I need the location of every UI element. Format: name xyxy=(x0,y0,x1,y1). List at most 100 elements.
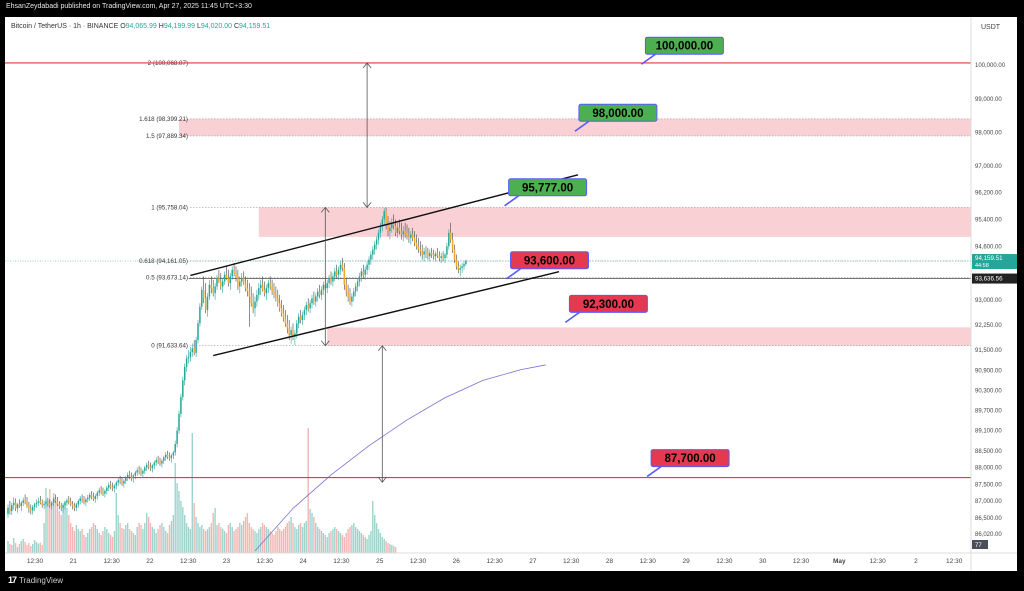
candle-body xyxy=(7,507,9,514)
volume-bar xyxy=(351,525,353,553)
candle-body xyxy=(183,366,186,381)
volume-bar xyxy=(366,539,368,553)
candle-body xyxy=(463,264,465,267)
volume-bar xyxy=(324,535,326,553)
volume-bar xyxy=(303,523,306,553)
candle-body xyxy=(263,289,266,294)
candle-body xyxy=(273,291,275,295)
candle-body xyxy=(280,308,283,314)
candle-body xyxy=(201,289,203,307)
volume-bar xyxy=(28,543,30,553)
candle-body xyxy=(155,460,157,463)
candle-body xyxy=(50,502,53,506)
candle-body xyxy=(151,465,154,469)
candle-body xyxy=(322,284,325,290)
candle-body xyxy=(438,255,441,258)
candle-body xyxy=(77,501,80,505)
candle-body xyxy=(394,226,397,233)
volume-bar xyxy=(180,501,182,553)
candle-body xyxy=(221,281,224,287)
price-axis-tick: 100,000.00 xyxy=(975,63,1006,69)
candle-body xyxy=(202,289,205,299)
price-chart[interactable]: 2 (100,068.07)1.618 (98,399.21)1.5 (97,8… xyxy=(5,17,1017,571)
candle-body xyxy=(113,485,116,489)
resistance-zone xyxy=(258,207,971,237)
volume-bar xyxy=(35,542,38,553)
volume-bar xyxy=(254,531,256,553)
volume-bar xyxy=(30,546,32,553)
candle-body xyxy=(345,284,347,292)
candle-body xyxy=(461,266,463,269)
volume-bar xyxy=(322,533,325,553)
candle-body xyxy=(98,490,100,493)
candle-body xyxy=(164,454,167,458)
published-note: EhsanZeydabadi published on TradingView.… xyxy=(6,3,252,10)
volume-bar xyxy=(20,541,22,553)
candle-body xyxy=(250,296,252,304)
volume-bar xyxy=(81,529,83,553)
candle-body xyxy=(90,495,93,498)
volume-bar xyxy=(250,527,252,553)
price-callout-box[interactable] xyxy=(578,103,658,122)
volume-bar xyxy=(204,531,207,553)
time-axis-tick: 24 xyxy=(299,558,307,565)
volume-bar xyxy=(394,547,397,553)
candle-body xyxy=(210,284,213,289)
candle-body xyxy=(404,231,406,233)
volume-bar xyxy=(121,528,123,553)
time-axis-tick: 22 xyxy=(146,558,154,565)
volume-bar xyxy=(37,543,40,553)
volume-bar xyxy=(47,501,49,553)
candle-body xyxy=(396,227,399,233)
resistance-zone xyxy=(179,118,971,136)
volume-bar xyxy=(260,527,262,553)
candle-body xyxy=(47,501,49,504)
price-callout-box[interactable] xyxy=(508,178,588,197)
channel-lower-line[interactable] xyxy=(213,271,560,357)
candle-body xyxy=(347,291,349,297)
volume-bar xyxy=(252,529,254,553)
candle-body xyxy=(400,231,403,235)
candle-body xyxy=(385,211,387,225)
candle-body xyxy=(387,224,389,232)
volume-bar xyxy=(90,527,93,553)
volume-bar xyxy=(144,523,146,553)
candle-body xyxy=(413,237,416,243)
volume-bar xyxy=(178,491,180,553)
candle-body xyxy=(94,496,97,500)
candle-body xyxy=(153,462,156,466)
volume-bar xyxy=(128,529,131,553)
candle-body xyxy=(339,264,342,270)
candle-body xyxy=(11,505,13,512)
price-callout-box[interactable] xyxy=(650,449,730,468)
volume-bar xyxy=(7,541,9,553)
price-callout-box[interactable] xyxy=(510,251,589,270)
symbol-legend[interactable]: Bitcoin / TetherUS · 1h · BINANCE O94,06… xyxy=(11,23,270,30)
volume-bar xyxy=(364,537,366,553)
price-callout-box[interactable] xyxy=(568,294,648,313)
candle-body xyxy=(142,470,144,474)
time-axis-tick: 12:30 xyxy=(946,558,963,565)
candle-body xyxy=(157,460,159,462)
volume-bar xyxy=(261,523,264,553)
candle-body xyxy=(104,490,106,494)
volume-bar xyxy=(208,527,211,553)
price-callout-label: 93,600.00 xyxy=(524,255,575,267)
volume-bar xyxy=(45,488,47,553)
volume-bar xyxy=(263,525,266,553)
price-axis-tick: 90,900.00 xyxy=(975,368,1002,374)
price-axis-tick: 98,000.00 xyxy=(975,130,1002,136)
volume-bar xyxy=(77,529,79,553)
candle-body xyxy=(258,288,260,295)
candle-body xyxy=(233,269,235,274)
chart-panel[interactable]: 2 (100,068.07)1.618 (98,399.21)1.5 (97,8… xyxy=(5,17,1017,571)
candle-body xyxy=(432,254,435,257)
candle-body xyxy=(315,296,317,302)
time-axis-tick: 2 xyxy=(914,558,918,565)
candle-body xyxy=(107,484,110,488)
candle-body xyxy=(92,497,95,500)
volume-bar xyxy=(33,540,36,553)
candle-body xyxy=(168,456,171,459)
candle-body xyxy=(126,474,129,478)
price-callout-box[interactable] xyxy=(644,36,724,55)
